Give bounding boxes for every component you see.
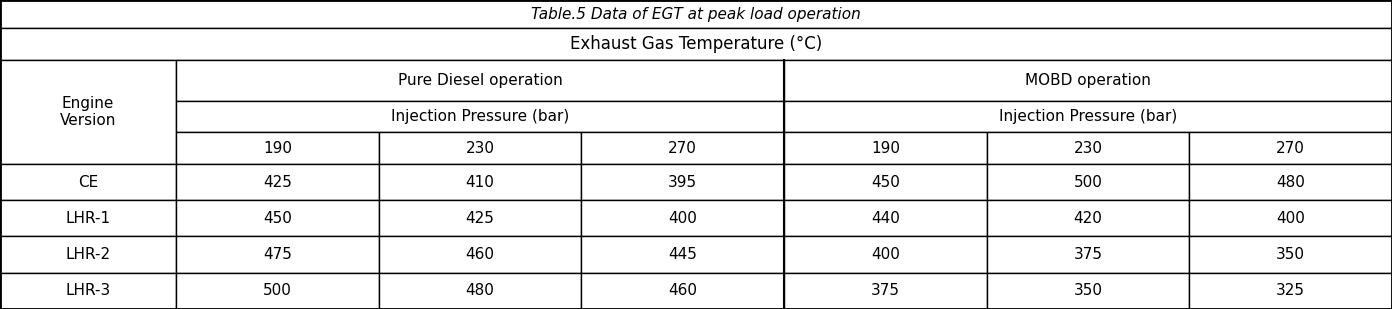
Text: 475: 475 (263, 247, 292, 262)
Text: 425: 425 (263, 175, 292, 190)
Text: 420: 420 (1073, 211, 1102, 226)
Text: LHR-2: LHR-2 (65, 247, 110, 262)
Text: 450: 450 (263, 211, 292, 226)
Text: 460: 460 (668, 283, 697, 298)
Bar (784, 273, 987, 309)
Bar (784, 236, 987, 273)
Bar (1189, 273, 1392, 309)
Bar (784, 164, 987, 200)
Bar (177, 164, 379, 200)
Text: 500: 500 (1073, 175, 1102, 190)
Text: 375: 375 (871, 283, 899, 298)
Bar (379, 200, 582, 236)
Text: 440: 440 (871, 211, 899, 226)
Text: 425: 425 (466, 211, 494, 226)
Bar (379, 273, 582, 309)
Text: 445: 445 (668, 247, 697, 262)
Bar (582, 200, 784, 236)
Bar (1189, 236, 1392, 273)
Text: 270: 270 (1276, 141, 1306, 156)
Text: 350: 350 (1073, 283, 1102, 298)
Bar (784, 101, 1392, 133)
Bar (379, 133, 582, 164)
Text: MOBD operation: MOBD operation (1025, 73, 1151, 88)
Bar (0, 164, 177, 200)
Bar (1189, 133, 1392, 164)
Text: Pure Diesel operation: Pure Diesel operation (398, 73, 562, 88)
Text: LHR-1: LHR-1 (65, 211, 110, 226)
Bar (784, 133, 987, 164)
Bar (582, 133, 784, 164)
Text: 350: 350 (1276, 247, 1306, 262)
Text: 480: 480 (466, 283, 494, 298)
Text: 450: 450 (871, 175, 899, 190)
Bar (582, 236, 784, 273)
Bar (0, 28, 1392, 60)
Bar (177, 236, 379, 273)
Text: 190: 190 (263, 141, 292, 156)
Bar (379, 164, 582, 200)
Text: 500: 500 (263, 283, 292, 298)
Text: 400: 400 (668, 211, 697, 226)
Text: 325: 325 (1276, 283, 1306, 298)
Text: 375: 375 (1073, 247, 1102, 262)
Text: Exhaust Gas Temperature (°C): Exhaust Gas Temperature (°C) (569, 35, 823, 53)
Bar (987, 133, 1189, 164)
Text: Injection Pressure (bar): Injection Pressure (bar) (999, 109, 1178, 124)
Bar (784, 200, 987, 236)
Text: Table.5 Data of EGT at peak load operation: Table.5 Data of EGT at peak load operati… (532, 7, 860, 22)
Bar (987, 164, 1189, 200)
Bar (987, 200, 1189, 236)
Bar (582, 164, 784, 200)
Bar (177, 60, 784, 101)
Text: 230: 230 (1073, 141, 1102, 156)
Text: 400: 400 (871, 247, 899, 262)
Bar (1189, 164, 1392, 200)
Text: Engine
Version: Engine Version (60, 96, 117, 128)
Text: 270: 270 (668, 141, 697, 156)
Text: 395: 395 (668, 175, 697, 190)
Text: 460: 460 (466, 247, 494, 262)
Bar (177, 273, 379, 309)
Bar (177, 133, 379, 164)
Bar (987, 273, 1189, 309)
Text: 480: 480 (1276, 175, 1306, 190)
Text: 230: 230 (466, 141, 494, 156)
Text: 190: 190 (871, 141, 899, 156)
Bar (784, 60, 1392, 101)
Bar (0, 236, 177, 273)
Bar (177, 101, 784, 133)
Text: Injection Pressure (bar): Injection Pressure (bar) (391, 109, 569, 124)
Bar (0, 60, 177, 164)
Text: 400: 400 (1276, 211, 1306, 226)
Bar (379, 236, 582, 273)
Bar (582, 273, 784, 309)
Bar (987, 236, 1189, 273)
Text: 410: 410 (466, 175, 494, 190)
Text: LHR-3: LHR-3 (65, 283, 111, 298)
Bar (1189, 200, 1392, 236)
Text: CE: CE (78, 175, 99, 190)
Bar (0, 200, 177, 236)
Bar (0, 0, 1392, 28)
Bar (177, 200, 379, 236)
Bar (0, 273, 177, 309)
